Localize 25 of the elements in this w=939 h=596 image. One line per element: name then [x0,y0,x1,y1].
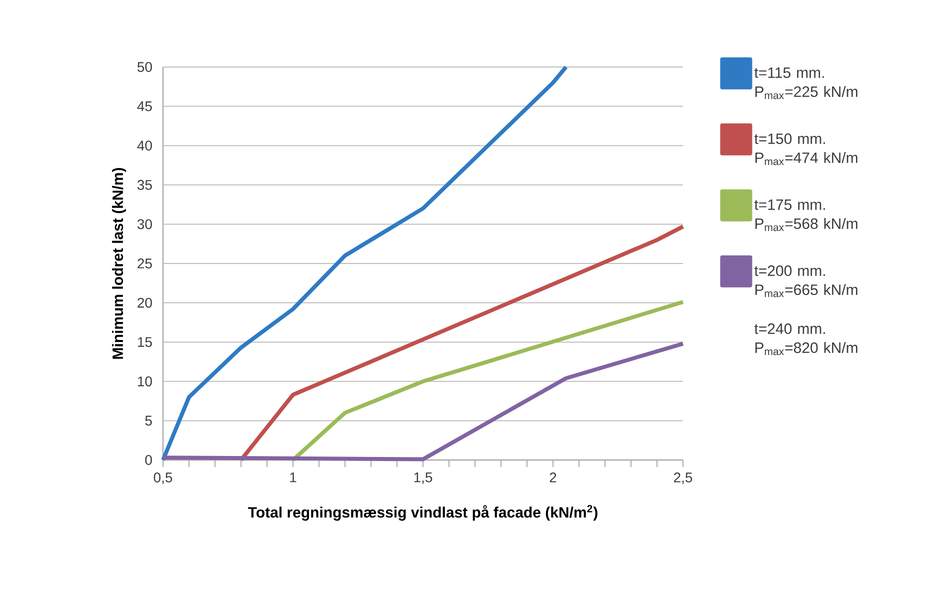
y-tick-label: 30 [137,219,152,230]
legend-label: t=115 mm. P$_{max}$=225 kN/m [754,67,858,100]
x-tick-label: 2 [550,472,556,482]
y-tick-label: 40 [137,140,152,151]
y-tick-label: 5 [145,416,152,426]
y-tick-label: 0 [145,455,152,465]
legend-label: t=175 mm. P$_{max}$=568 kN/m [754,199,858,232]
y-axis-title: Minimum lodret last (kN/m) [112,168,126,359]
legend-label: t=200 mm. P$_{max}$=665 kN/m [754,265,858,298]
text: t=240 mm. P$_{max}$=820 kN/m [754,323,858,356]
x-tick-label: 0,5 [154,472,172,484]
y-tick-label: 50 [137,62,152,72]
x-tick-label: 1 [290,472,296,482]
y-tick-label: 35 [137,180,152,190]
line-series [239,224,685,462]
y-tick-label: 45 [137,101,152,112]
x-tick-label: 2,5 [674,472,692,484]
x-axis-title: Total regningsmæssig vindlast på facade (kN/m$^{2}$) [248,504,598,521]
y-tick-label: 10 [138,376,152,386]
y-tick-label: 25 [138,258,152,268]
line-series [291,300,685,462]
y-tick-label: 20 [138,298,152,308]
legend-label: t=150 mm. P$_{max}$=474 kN/m [754,133,858,166]
x-tick-label: 1,5 [414,472,432,484]
y-tick-label: 15 [138,337,152,347]
